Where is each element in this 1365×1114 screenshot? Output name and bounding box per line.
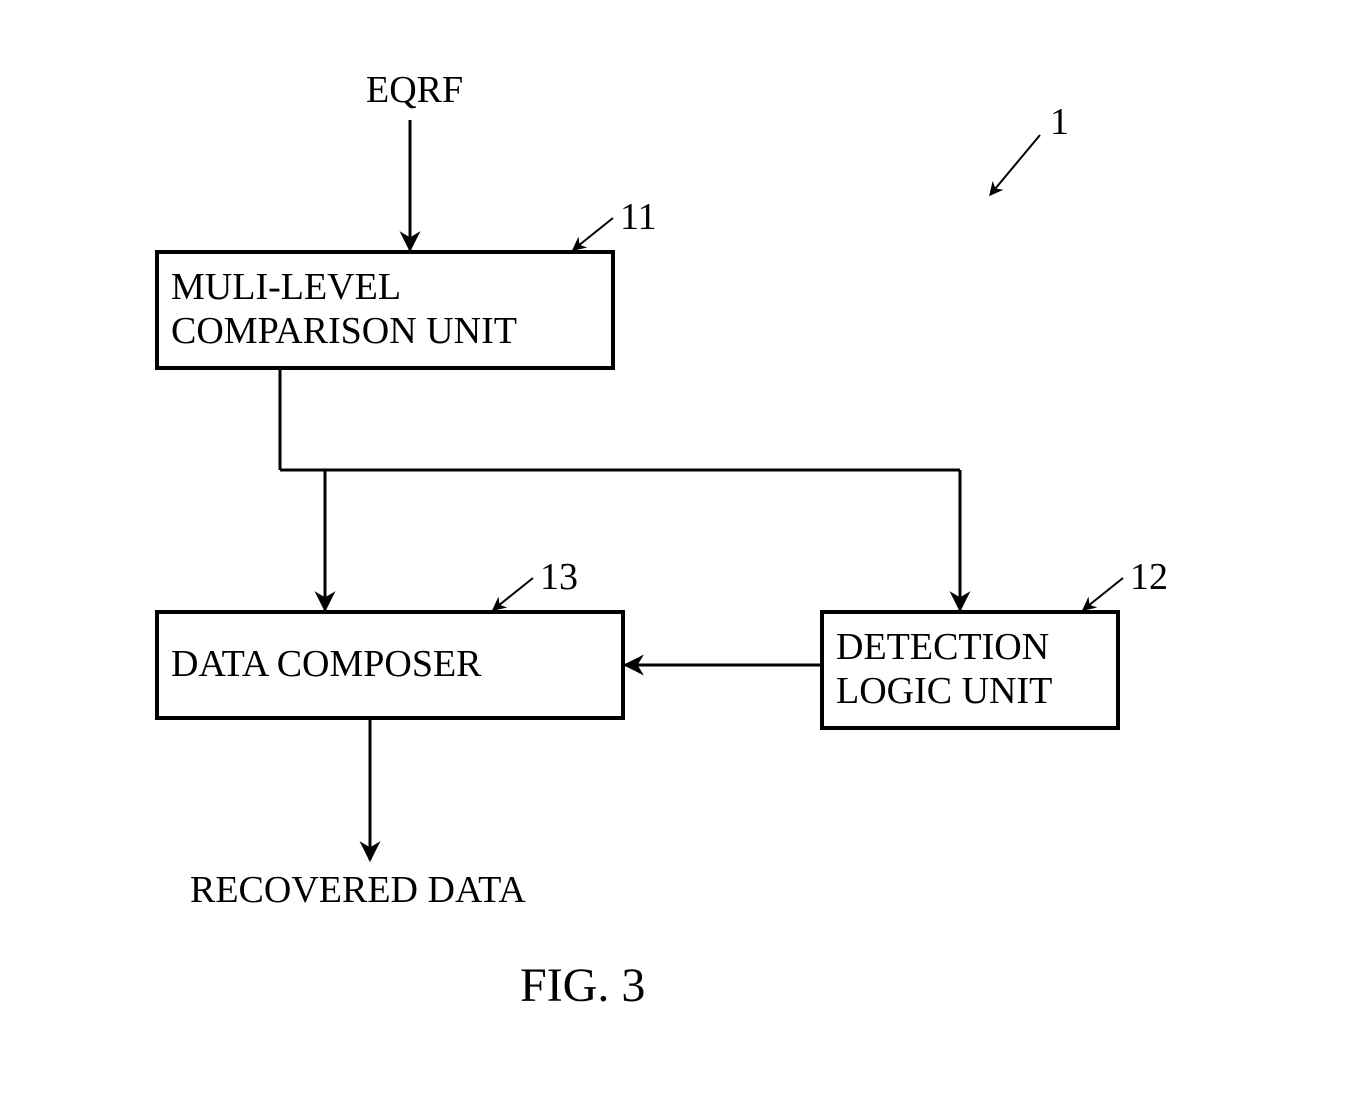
ref-11: 11 bbox=[620, 195, 657, 239]
output-label: RECOVERED DATA bbox=[190, 870, 526, 912]
leader-b12 bbox=[1083, 578, 1123, 610]
diagram-canvas: MULI-LEVEL COMPARISON UNIT DATA COMPOSER… bbox=[0, 0, 1365, 1114]
block-detection-logic-unit: DETECTION LOGIC UNIT bbox=[820, 610, 1120, 730]
ref-13: 13 bbox=[540, 555, 578, 599]
block-label: DATA COMPOSER bbox=[171, 643, 482, 687]
ref-12: 12 bbox=[1130, 555, 1168, 599]
figure-caption: FIG. 3 bbox=[520, 960, 645, 1013]
ref-system: 1 bbox=[1050, 100, 1069, 144]
block-data-composer: DATA COMPOSER bbox=[155, 610, 625, 720]
input-label: EQRF bbox=[366, 70, 463, 112]
block-multi-level-comparison-unit: MULI-LEVEL COMPARISON UNIT bbox=[155, 250, 615, 370]
leaders-group bbox=[493, 135, 1123, 610]
leader-b11 bbox=[573, 218, 613, 250]
block-label: DETECTION LOGIC UNIT bbox=[836, 626, 1052, 713]
block-label: MULI-LEVEL COMPARISON UNIT bbox=[171, 266, 517, 353]
leader-b13 bbox=[493, 578, 533, 610]
leader-system bbox=[990, 135, 1040, 195]
